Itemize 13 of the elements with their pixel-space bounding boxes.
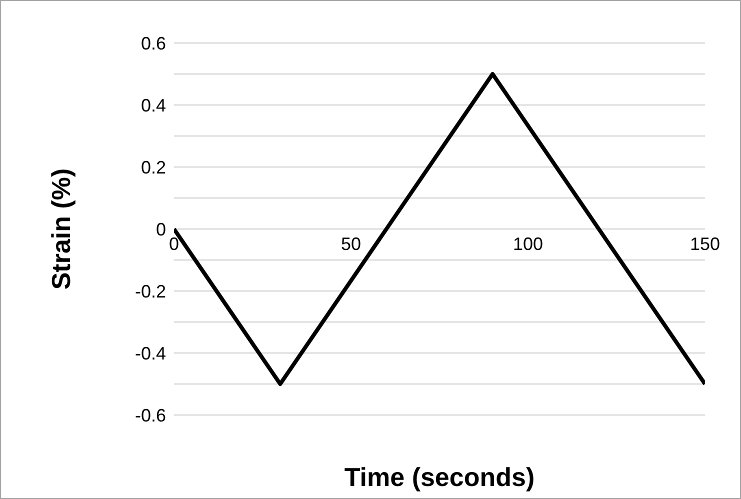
y-tick-label: 0: [156, 219, 166, 240]
y-axis-title: Strain (%): [46, 168, 76, 290]
x-tick-label: 100: [512, 234, 544, 254]
x-axis-title: Time (seconds): [344, 462, 535, 492]
y-tick-label: -0.4: [134, 343, 166, 364]
y-tick-label: 0.6: [140, 33, 166, 54]
y-tick-label: -0.2: [134, 281, 166, 302]
x-tick-label: 150: [690, 234, 720, 254]
x-tick-label: 0: [168, 234, 180, 254]
y-tick-label: -0.6: [134, 405, 166, 426]
y-tick-label: 0.4: [140, 95, 166, 116]
x-tick-label: 50: [340, 234, 362, 254]
y-tick-label: 0.2: [140, 157, 166, 178]
